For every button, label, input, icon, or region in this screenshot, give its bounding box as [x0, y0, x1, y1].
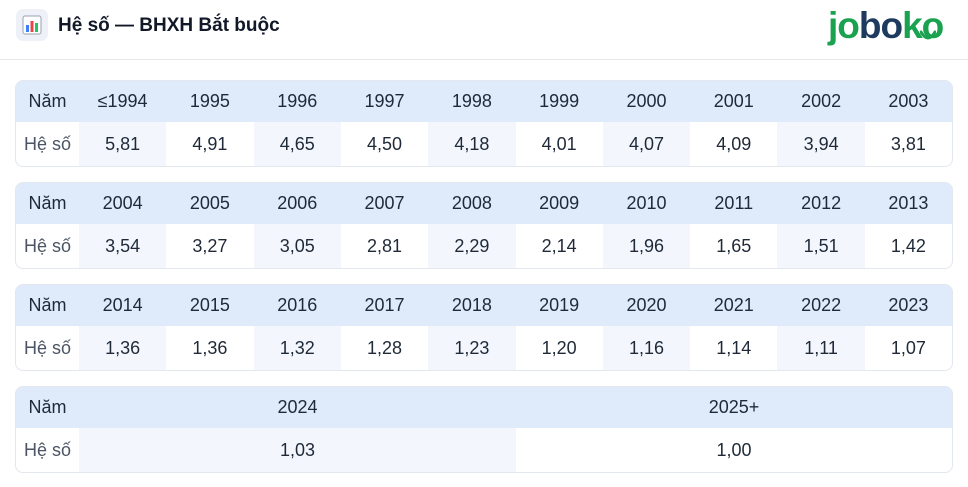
value-cell: 1,42	[890, 235, 926, 256]
value-cell: 3,27	[192, 235, 228, 256]
year-cell: 1996	[277, 91, 318, 111]
value-cell: 1,11	[777, 326, 865, 370]
year-cell: 2018	[451, 295, 492, 315]
value-cell: 1,16	[602, 326, 691, 370]
coefficient-table-1: Năm ≤1994 1995 1996 1997 1998 1999 2000 …	[15, 80, 953, 167]
year-row: Năm ≤1994 1995 1996 1997 1998 1999 2000 …	[16, 81, 952, 122]
value-cell: 3,94	[777, 122, 865, 166]
value-cell: 4,65	[253, 122, 341, 166]
value-cell: 1,51	[777, 224, 865, 268]
year-cell: 2003	[888, 91, 929, 111]
value-cell: 2,29	[428, 224, 516, 268]
value-cell: 1,03	[79, 428, 516, 472]
year-cell: 2015	[189, 295, 230, 315]
value-cell: 1,07	[890, 337, 926, 358]
coefficient-label: Hệ số	[23, 235, 71, 256]
value-cell: 1,00	[716, 439, 752, 460]
year-cell: 2000	[626, 91, 667, 111]
year-label: Năm	[28, 193, 67, 213]
year-cell: 1999	[539, 91, 580, 111]
year-cell: 2016	[277, 295, 318, 315]
year-cell: 1997	[364, 91, 405, 111]
year-cell: 2006	[277, 193, 318, 213]
year-cell: 2020	[626, 295, 667, 315]
coefficient-table-4: Năm 2024 2025+ Hệ số 1,03 1,00	[15, 386, 953, 473]
year-label: Năm	[28, 91, 67, 111]
year-cell: 2005	[189, 193, 230, 213]
value-cell: 4,01	[541, 133, 577, 154]
year-cell: 2019	[539, 295, 580, 315]
year-label: Năm	[28, 397, 67, 417]
value-cell: 4,18	[428, 122, 516, 166]
logo-smile-icon	[920, 30, 936, 40]
coefficient-row: Hệ số 1,03 1,00	[16, 428, 952, 472]
value-cell: 5,81	[78, 122, 167, 166]
value-cell: 1,28	[367, 337, 403, 358]
year-cell: 2023	[888, 295, 929, 315]
year-cell: ≤1994	[97, 91, 148, 111]
year-cell: 2022	[801, 295, 842, 315]
year-cell: 1995	[189, 91, 230, 111]
value-cell: 4,91	[192, 133, 228, 154]
bar-chart-icon	[16, 9, 48, 41]
value-cell: 4,09	[716, 133, 752, 154]
coefficient-label: Hệ số	[23, 439, 72, 460]
year-cell: 2010	[626, 193, 667, 213]
joboko-logo[interactable]: joboko	[828, 5, 944, 46]
year-row: Năm 2024 2025+	[16, 387, 952, 428]
year-row: Năm 2004 2005 2006 2007 2008 2009 2010 2…	[16, 183, 952, 224]
value-cell: 1,14	[716, 337, 752, 358]
year-cell: 1998	[451, 91, 492, 111]
value-cell: 2,14	[541, 235, 577, 256]
coefficient-table-2: Năm 2004 2005 2006 2007 2008 2009 2010 2…	[15, 182, 953, 269]
value-cell: 3,81	[890, 133, 926, 154]
year-cell: 2008	[451, 193, 492, 213]
page-header: Hệ số — BHXH Bắt buộc joboko	[0, 0, 968, 60]
value-cell: 3,54	[78, 224, 167, 268]
year-cell: 2013	[888, 193, 929, 213]
value-cell: 4,07	[602, 122, 691, 166]
value-cell: 3,05	[253, 224, 341, 268]
value-cell: 1,23	[428, 326, 516, 370]
year-label: Năm	[28, 295, 67, 315]
year-cell: 2004	[102, 193, 143, 213]
year-row: Năm 2014 2015 2016 2017 2018 2019 2020 2…	[16, 285, 952, 326]
value-cell: 1,65	[716, 235, 752, 256]
page-title: Hệ số — BHXH Bắt buộc	[58, 15, 280, 36]
year-cell: 2007	[364, 193, 405, 213]
year-cell: 2021	[713, 295, 754, 315]
year-cell: 2009	[539, 193, 580, 213]
value-cell: 1,36	[78, 326, 167, 370]
year-cell: 2002	[801, 91, 842, 111]
value-cell: 1,20	[541, 337, 577, 358]
year-cell: 2024	[277, 397, 318, 417]
value-cell: 1,96	[602, 224, 691, 268]
value-cell: 1,32	[253, 326, 341, 370]
year-cell: 2025+	[708, 397, 760, 417]
coefficient-table-3: Năm 2014 2015 2016 2017 2018 2019 2020 2…	[15, 284, 953, 371]
coefficient-label: Hệ số	[23, 337, 71, 358]
year-cell: 2001	[713, 91, 754, 111]
coefficient-row: Hệ số 1,36 1,36 1,32 1,28 1,23 1,20 1,16…	[16, 326, 952, 370]
year-cell: 2017	[364, 295, 405, 315]
year-cell: 2012	[801, 193, 842, 213]
value-cell: 1,36	[192, 337, 228, 358]
year-cell: 2011	[714, 193, 754, 213]
value-cell: 2,81	[367, 235, 403, 256]
coefficient-label: Hệ số	[23, 133, 71, 154]
value-cell: 4,50	[367, 133, 403, 154]
coefficient-row: Hệ số 5,81 4,91 4,65 4,50 4,18 4,01 4,07…	[16, 122, 952, 166]
year-cell: 2014	[102, 295, 143, 315]
coefficient-row: Hệ số 3,54 3,27 3,05 2,81 2,29 2,14 1,96…	[16, 224, 952, 268]
